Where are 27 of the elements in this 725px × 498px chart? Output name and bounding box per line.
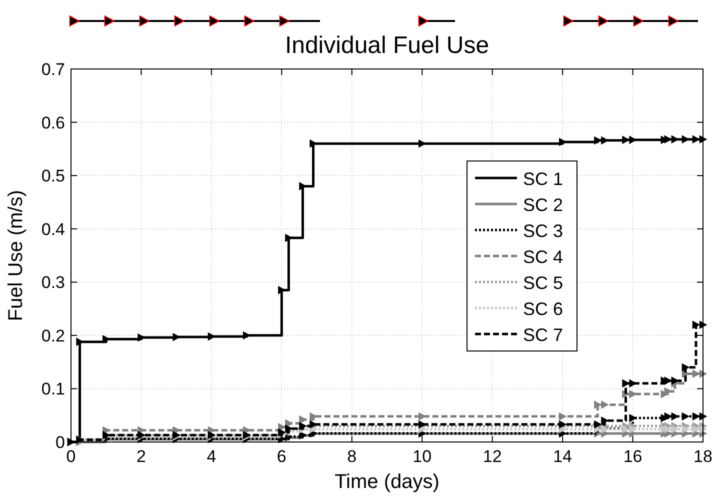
x-tick-label: 6 xyxy=(276,447,286,466)
x-tick-label: 16 xyxy=(623,447,642,466)
y-tick-label: 0.3 xyxy=(41,273,65,292)
x-tick-label: 10 xyxy=(412,447,432,466)
y-tick-label: 0.6 xyxy=(41,113,65,132)
x-tick-label: 14 xyxy=(553,447,572,466)
x-tick-label: 18 xyxy=(694,447,712,466)
x-tick-label: 8 xyxy=(347,447,357,466)
chart-title: Individual Fuel Use xyxy=(284,32,490,59)
y-tick-label: 0.5 xyxy=(41,166,65,186)
legend-label: SC 3 xyxy=(523,221,564,241)
legend-label: SC 7 xyxy=(523,325,564,345)
x-axis-title: Time (days) xyxy=(334,471,440,493)
legend-label: SC 6 xyxy=(523,299,564,319)
y-tick-label: 0.2 xyxy=(41,326,65,346)
x-tick-label: 4 xyxy=(206,447,216,466)
legend-label: SC 4 xyxy=(523,247,564,267)
legend-label: SC 2 xyxy=(523,195,564,215)
y-tick-label: 0 xyxy=(56,433,65,452)
x-tick-label: 2 xyxy=(136,447,146,466)
y-tick-label: 0.7 xyxy=(41,60,65,79)
legend-label: SC 1 xyxy=(523,169,564,189)
y-tick-label: 0.4 xyxy=(41,220,65,239)
y-tick-label: 0.1 xyxy=(41,380,65,399)
y-axis-title: Fuel Use (m/s) xyxy=(5,190,27,322)
x-tick-label: 12 xyxy=(482,447,502,466)
legend-label: SC 5 xyxy=(523,273,564,293)
